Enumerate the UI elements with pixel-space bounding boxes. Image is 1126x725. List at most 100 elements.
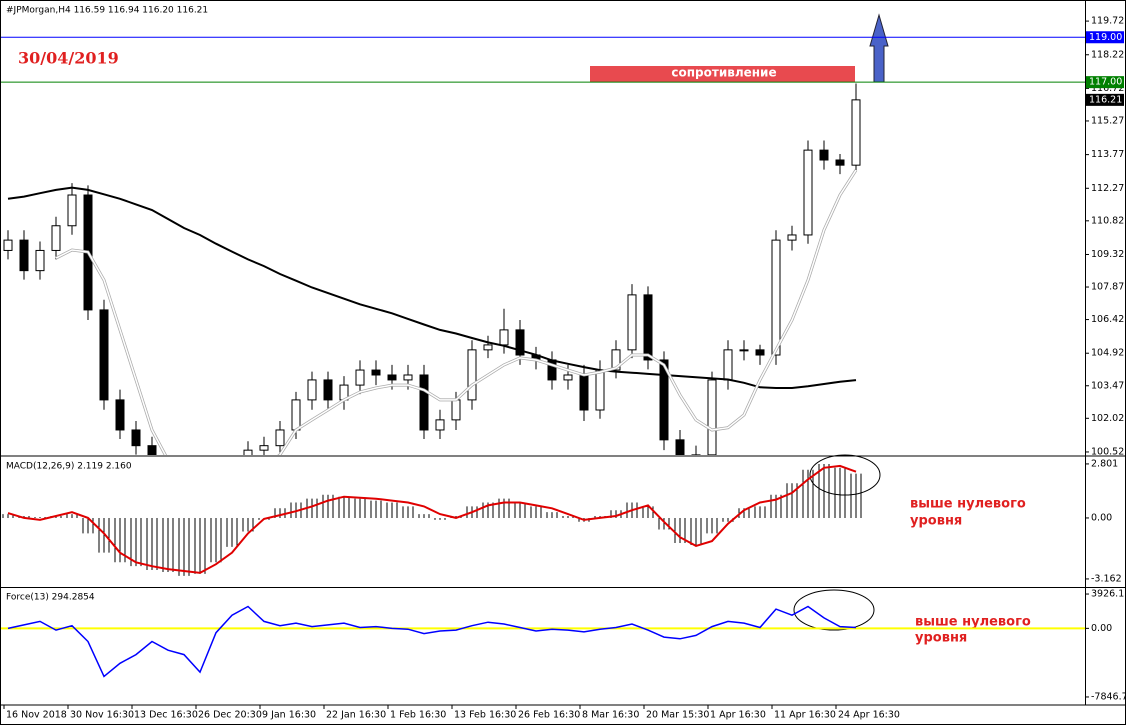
y-tick-label: 107.87 xyxy=(1091,282,1124,293)
candle-body xyxy=(835,159,845,166)
candle-body xyxy=(131,429,141,447)
candle-body xyxy=(723,349,733,381)
x-tick-label: 20 Mar 15:30 xyxy=(646,710,709,721)
force-panel xyxy=(1,605,1085,678)
header: #JPMorgan,H4 116.59 116.94 116.20 116.21 xyxy=(6,6,208,16)
candle-body xyxy=(563,374,573,381)
level-label: 117.00 xyxy=(1089,77,1122,88)
y-tick-label: 119.72 xyxy=(1091,16,1124,27)
x-tick-label: 22 Jan 16:30 xyxy=(326,710,386,721)
y-tick-label: 3926.135 xyxy=(1091,589,1126,600)
line xyxy=(7,186,857,389)
candle-body xyxy=(595,369,605,411)
x-tick-label: 13 Dec 16:30 xyxy=(134,710,198,721)
candle-body xyxy=(483,344,493,351)
price-panel xyxy=(1,36,1085,455)
line xyxy=(55,169,857,455)
x-tick-label: 26 Dec 20:30 xyxy=(198,710,262,721)
candle-body xyxy=(19,239,29,272)
candle-body xyxy=(291,399,301,431)
candle-body xyxy=(643,294,653,361)
candle-body xyxy=(323,379,333,401)
macd-panel xyxy=(2,463,862,576)
y-tick-label: 116.72 xyxy=(1091,83,1124,94)
line xyxy=(7,605,857,678)
y-tick-label: 102.02 xyxy=(1091,413,1124,424)
candle-body xyxy=(691,454,701,455)
candle-body xyxy=(611,349,621,371)
candle-body xyxy=(3,239,13,251)
y-tick-label: -3.162 xyxy=(1091,573,1122,584)
note: уровня xyxy=(915,631,967,646)
candle-body xyxy=(115,399,125,431)
y-tick-label: 109.32 xyxy=(1091,249,1124,260)
candle-body xyxy=(755,349,765,356)
y-tick-label: 110.82 xyxy=(1091,215,1124,226)
candle-body xyxy=(515,329,525,356)
candle-body xyxy=(675,439,685,455)
candle-body xyxy=(659,359,669,441)
candle-body xyxy=(67,194,77,227)
candle-body xyxy=(355,369,365,386)
candle-body xyxy=(147,445,157,455)
y-tick-label: 115.27 xyxy=(1091,115,1124,126)
candle-body xyxy=(51,225,61,251)
y-tick-label: 104.92 xyxy=(1091,348,1124,359)
macd-label: MACD(12,26,9) 2.119 2.160 xyxy=(6,462,132,472)
candle-body xyxy=(451,399,461,421)
note: уровня xyxy=(910,514,962,529)
x-tick-label: 11 Apr 16:30 xyxy=(774,710,836,721)
candle-body xyxy=(579,374,589,411)
candle-body xyxy=(819,149,829,161)
candle-body xyxy=(467,349,477,401)
y-tick-label: 2.801 xyxy=(1091,458,1118,469)
level-box xyxy=(1086,93,1124,106)
level-label: 119.00 xyxy=(1089,32,1122,43)
candle-body xyxy=(627,294,637,351)
candle-body xyxy=(35,249,45,272)
candle-body xyxy=(99,309,109,401)
force-label: Force(13) 294.2854 xyxy=(6,593,95,603)
x-tick-label: 26 Feb 16:30 xyxy=(518,710,580,721)
level-box xyxy=(1086,76,1124,89)
candle-body xyxy=(739,349,749,352)
y-tick-label: 0.00 xyxy=(1091,512,1112,523)
candle-body xyxy=(275,429,285,447)
candle-body xyxy=(851,99,861,166)
x-tick-label: 24 Apr 16:30 xyxy=(838,710,900,721)
candle-body xyxy=(371,369,381,376)
x-tick-label: 16 Nov 2018 xyxy=(6,710,67,721)
candle-body xyxy=(499,329,509,346)
resistance-box xyxy=(590,66,855,82)
x-tick-label: 1 Apr 16:30 xyxy=(710,710,766,721)
note: выше нулевого xyxy=(910,497,1026,512)
x-tick-label: 30 Nov 16:30 xyxy=(70,710,134,721)
candle-body xyxy=(435,419,445,431)
y-tick-label: 0.00 xyxy=(1091,623,1112,634)
up-arrow xyxy=(869,13,889,83)
candle-body xyxy=(387,374,397,381)
note: выше нулевого xyxy=(915,615,1031,630)
level-label: 116.21 xyxy=(1089,94,1122,105)
y-tick-label: 106.42 xyxy=(1091,314,1124,325)
y-tick-label: 100.52 xyxy=(1091,446,1124,457)
candle-body xyxy=(243,449,253,455)
y-tick-label: 112.27 xyxy=(1091,183,1124,194)
y-tick-label: 103.47 xyxy=(1091,380,1124,391)
line xyxy=(7,464,857,574)
candle-body xyxy=(707,379,717,455)
candle-body xyxy=(803,149,813,236)
highlight-ellipse xyxy=(793,589,875,631)
y-tick-label: -7846.753 xyxy=(1091,691,1126,702)
x-tick-label: 8 Mar 16:30 xyxy=(582,710,639,721)
level-box xyxy=(1086,31,1124,44)
x-tick-label: 13 Feb 16:30 xyxy=(454,710,516,721)
x-tick-label: 9 Jan 16:30 xyxy=(262,710,316,721)
y-tick-label: 113.77 xyxy=(1091,149,1124,160)
candle-body xyxy=(787,234,797,241)
candle-body xyxy=(259,445,269,451)
candle-body xyxy=(307,379,317,401)
y-tick-label: 118.22 xyxy=(1091,49,1124,60)
resistance-label: сопротивление xyxy=(671,66,776,80)
